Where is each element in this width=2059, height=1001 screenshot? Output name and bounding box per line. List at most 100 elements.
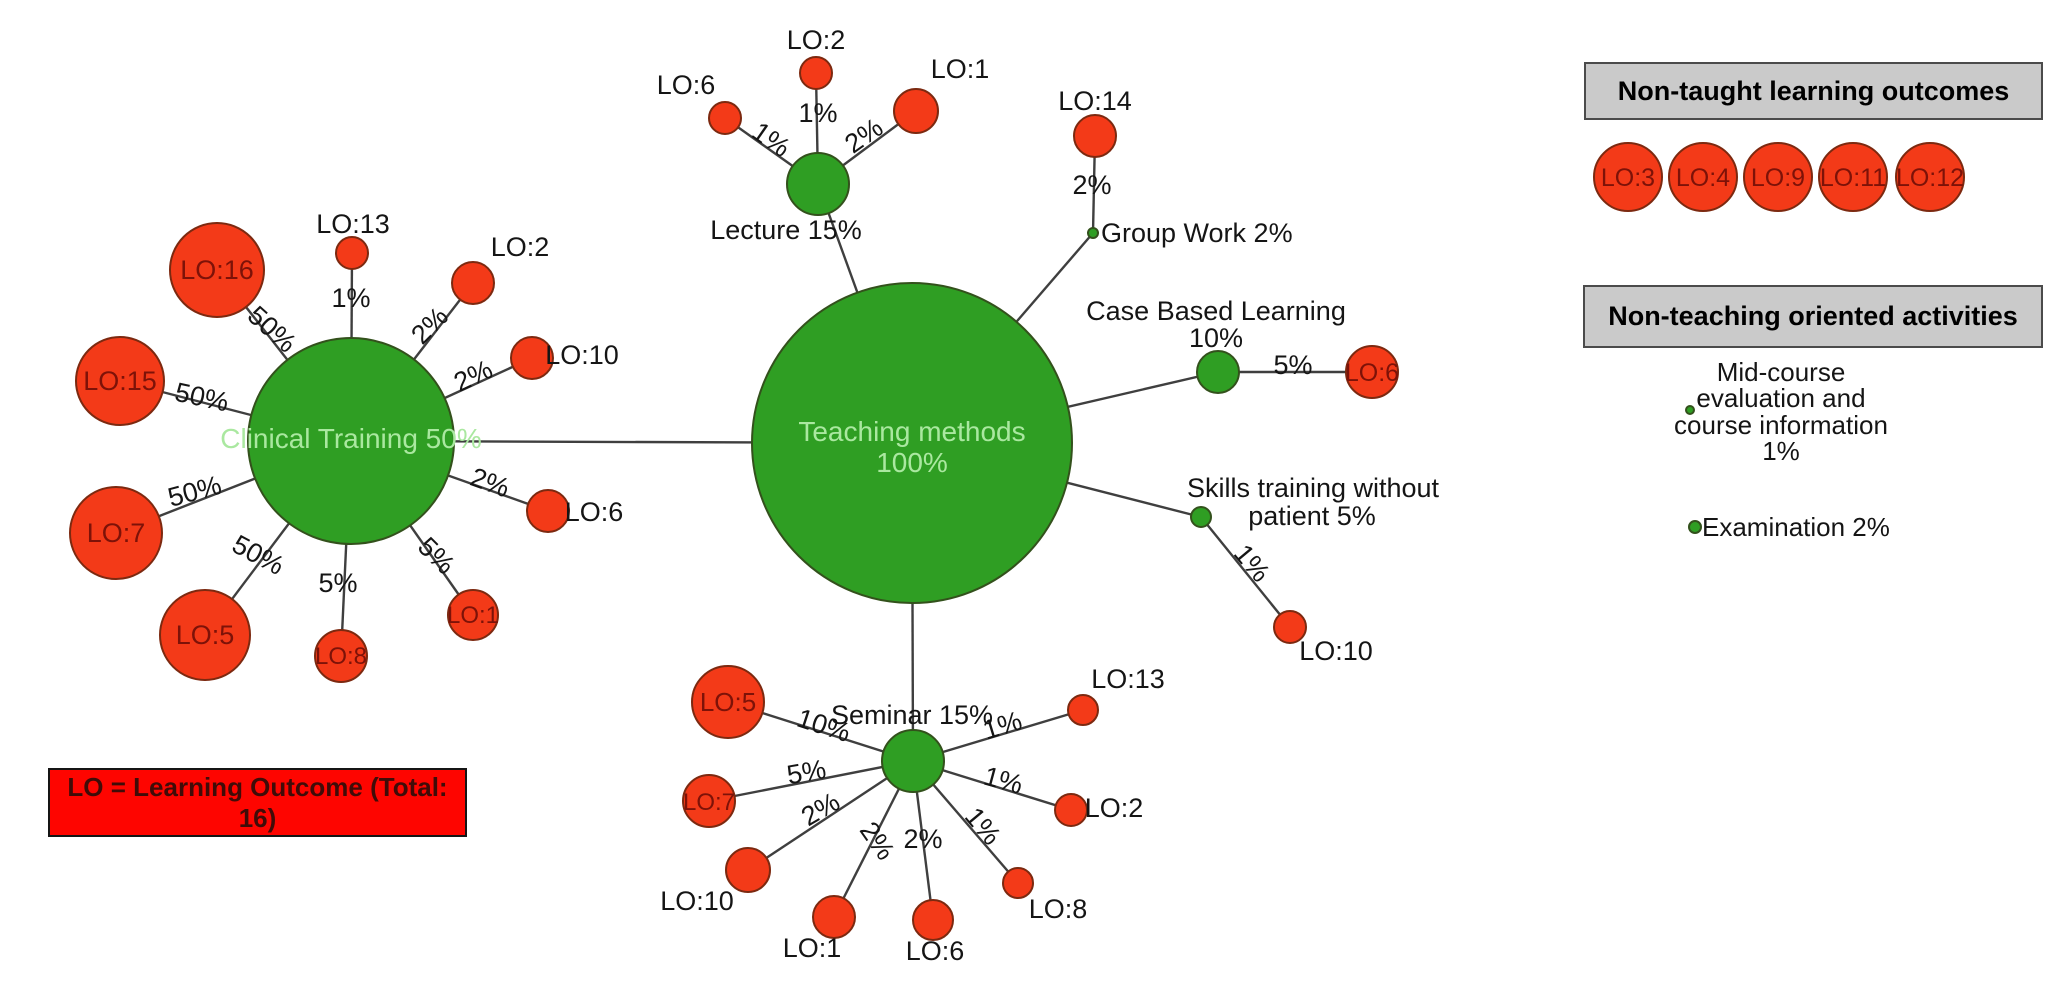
edge-weight-skills-training--st-lo10: 1% [1228, 539, 1276, 588]
node-sem-lo10 [725, 847, 771, 893]
node-label-sem-lo7: LO:7 [683, 789, 735, 816]
node-label-st-lo10: LO:10 [1299, 636, 1373, 666]
node-sem-lo8 [1002, 867, 1034, 899]
node-label-nt-lo9: LO:9 [1751, 164, 1805, 192]
node-label-ct-lo15: LO:15 [83, 366, 157, 396]
edge-weight-seminar--sem-lo8: 1% [959, 802, 1007, 851]
node-seminar [881, 729, 945, 793]
node-lec-lo1 [893, 88, 939, 134]
node-sem-lo2 [1054, 793, 1088, 827]
node-midcourse-dot [1685, 405, 1695, 415]
node-ct-lo5 [159, 589, 251, 681]
node-lecture [786, 152, 850, 216]
node-cbl-lo6 [1345, 345, 1399, 399]
node-label-midcourse-dot-line3: course information [1674, 410, 1888, 440]
edge-weight-clinical-training--ct-lo13: 1% [331, 283, 370, 313]
node-nt-lo9 [1743, 142, 1813, 212]
node-label-nt-lo12: LO:12 [1896, 164, 1964, 192]
node-label-lec-lo2: LO:2 [787, 25, 846, 55]
non-taught-outcomes-header: Non-taught learning outcomes [1584, 62, 2043, 120]
edge-weight-clinical-training--ct-lo15: 50% [172, 377, 231, 418]
node-lec-lo6 [708, 101, 742, 135]
node-label-case-based-learning-line1: Case Based Learning [1086, 296, 1346, 326]
node-label-nt-lo4: LO:4 [1676, 164, 1730, 192]
node-label-sem-lo5: LO:5 [700, 687, 756, 717]
node-label-clinical-training: Clinical Training 50% [220, 423, 481, 454]
node-label-gw-lo14: LO:14 [1058, 86, 1132, 116]
non-teaching-activities-header: Non-teaching oriented activities [1583, 285, 2043, 348]
edge-seminar--sem-lo10 [747, 759, 914, 872]
node-sem-lo5 [691, 665, 765, 739]
edge-weight-lecture--lec-lo2: 1% [798, 98, 837, 128]
edge-weight-clinical-training--ct-lo10: 2% [449, 354, 497, 398]
node-sem-lo1 [812, 895, 856, 939]
node-teaching-methods [751, 282, 1073, 604]
node-label-cbl-lo6: LO:6 [1345, 359, 1399, 387]
node-ct-lo2 [451, 261, 495, 305]
node-group-work [1087, 227, 1099, 239]
node-label-ct-lo1: LO:1 [447, 602, 499, 629]
node-label-ct-lo10: LO:10 [545, 340, 619, 370]
node-label-case-based-learning-line2: 10% [1189, 323, 1243, 353]
node-label-lec-lo6: LO:6 [657, 70, 716, 100]
node-nt-lo11 [1818, 142, 1888, 212]
node-ct-lo10 [510, 336, 554, 380]
node-label-ct-lo13: LO:13 [316, 209, 390, 239]
node-label-nt-lo3: LO:3 [1601, 164, 1655, 192]
node-nt-lo12 [1895, 142, 1965, 212]
edge-weight-seminar--sem-lo7: 5% [785, 754, 829, 790]
edge-weight-case-based-learning--cbl-lo6: 5% [1273, 350, 1312, 380]
node-label-ct-lo2: LO:2 [491, 232, 550, 262]
node-sem-lo7 [682, 774, 736, 828]
node-ct-lo1 [447, 589, 499, 641]
node-label-teaching-methods-line1: Teaching methods [798, 416, 1025, 447]
edge-weight-clinical-training--ct-lo8: 5% [318, 568, 357, 598]
node-label-skills-training-line2: patient 5% [1248, 501, 1376, 531]
node-label-seminar: Seminar 15% [831, 700, 993, 730]
node-label-ct-lo8: LO:8 [315, 643, 367, 670]
edge-weight-clinical-training--ct-lo16: 50% [242, 300, 302, 358]
node-label-skills-training-line1: Skills training without [1187, 473, 1440, 503]
node-label-midcourse-dot-line2: evaluation and [1696, 383, 1865, 413]
edge-weight-group-work--gw-lo14: 2% [1072, 170, 1111, 200]
node-label-lec-lo1: LO:1 [931, 54, 990, 84]
edge-weight-clinical-training--ct-lo2: 2% [405, 301, 454, 350]
node-label-midcourse-dot-line4: 1% [1762, 436, 1800, 466]
edge-skills-training--st-lo10 [1200, 516, 1291, 628]
node-label-sem-lo2: LO:2 [1085, 793, 1144, 823]
node-examination-dot [1688, 520, 1702, 534]
edge-weight-clinical-training--ct-lo7: 50% [165, 470, 225, 513]
edge-weight-seminar--sem-lo2: 1% [981, 761, 1026, 800]
node-lec-lo2 [799, 56, 833, 90]
node-label-teaching-methods-line2: 100% [876, 447, 948, 478]
node-label-nt-lo11: LO:11 [1820, 164, 1886, 192]
non-taught-outcomes-title: Non-taught learning outcomes [1617, 75, 2010, 106]
non-teaching-activities-title: Non-teaching oriented activities [1608, 301, 2018, 331]
edge-weight-lecture--lec-lo6: 1% [747, 116, 796, 163]
learning-outcome-legend: LO = Learning Outcome (Total: 16) [48, 768, 467, 837]
node-clinical-training [247, 337, 455, 545]
node-label-sem-lo13: LO:13 [1091, 664, 1165, 694]
node-label-ct-lo5: LO:5 [176, 620, 235, 650]
node-label-sem-lo6: LO:6 [906, 936, 965, 966]
node-sem-lo13 [1067, 694, 1099, 726]
node-nt-lo3 [1593, 142, 1663, 212]
node-nt-lo4 [1668, 142, 1738, 212]
node-st-lo10 [1273, 610, 1307, 644]
node-ct-lo13 [335, 236, 369, 270]
edge-weight-seminar--sem-lo6: 2% [903, 824, 942, 854]
node-label-midcourse-dot-line1: Mid-course [1717, 357, 1846, 387]
node-label-sem-lo1: LO:1 [783, 933, 842, 963]
node-label-ct-lo7: LO:7 [87, 518, 146, 548]
node-case-based-learning [1196, 350, 1240, 394]
edge-weight-lecture--lec-lo1: 2% [839, 112, 888, 159]
edge-weight-seminar--sem-lo1: 2% [854, 816, 901, 865]
node-label-ct-lo16: LO:16 [180, 255, 254, 285]
node-label-lecture: Lecture 15% [710, 215, 862, 245]
node-label-sem-lo8: LO:8 [1029, 894, 1088, 924]
node-label-sem-lo10: LO:10 [660, 886, 734, 916]
edge-weight-seminar--sem-lo10: 2% [796, 786, 845, 831]
node-ct-lo6 [526, 489, 570, 533]
